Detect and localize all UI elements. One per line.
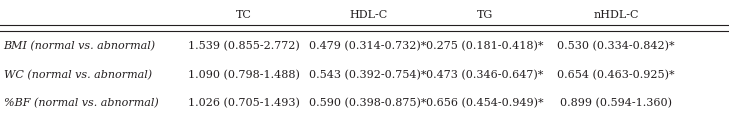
- Text: 0.543 (0.392-0.754)*: 0.543 (0.392-0.754)*: [309, 69, 427, 79]
- Text: HDL-C: HDL-C: [349, 10, 387, 20]
- Text: 0.473 (0.346-0.647)*: 0.473 (0.346-0.647)*: [426, 69, 544, 79]
- Text: 1.090 (0.798-1.488): 1.090 (0.798-1.488): [188, 69, 300, 79]
- Text: 1.539 (0.855-2.772): 1.539 (0.855-2.772): [188, 40, 300, 51]
- Text: 0.656 (0.454-0.949)*: 0.656 (0.454-0.949)*: [426, 97, 544, 108]
- Text: 0.530 (0.334-0.842)*: 0.530 (0.334-0.842)*: [557, 40, 675, 51]
- Text: 1.026 (0.705-1.493): 1.026 (0.705-1.493): [188, 97, 300, 108]
- Text: nHDL-C: nHDL-C: [593, 10, 639, 20]
- Text: WC (normal vs. abnormal): WC (normal vs. abnormal): [4, 69, 152, 79]
- Text: 0.899 (0.594-1.360): 0.899 (0.594-1.360): [560, 97, 672, 108]
- Text: 0.275 (0.181-0.418)*: 0.275 (0.181-0.418)*: [426, 40, 544, 51]
- Text: TC: TC: [236, 10, 252, 20]
- Text: TG: TG: [477, 10, 493, 20]
- Text: %BF (normal vs. abnormal): %BF (normal vs. abnormal): [4, 97, 158, 108]
- Text: 0.654 (0.463-0.925)*: 0.654 (0.463-0.925)*: [557, 69, 675, 79]
- Text: BMI (normal vs. abnormal): BMI (normal vs. abnormal): [4, 40, 156, 51]
- Text: 0.590 (0.398-0.875)*: 0.590 (0.398-0.875)*: [309, 97, 427, 108]
- Text: 0.479 (0.314-0.732)*: 0.479 (0.314-0.732)*: [309, 40, 427, 51]
